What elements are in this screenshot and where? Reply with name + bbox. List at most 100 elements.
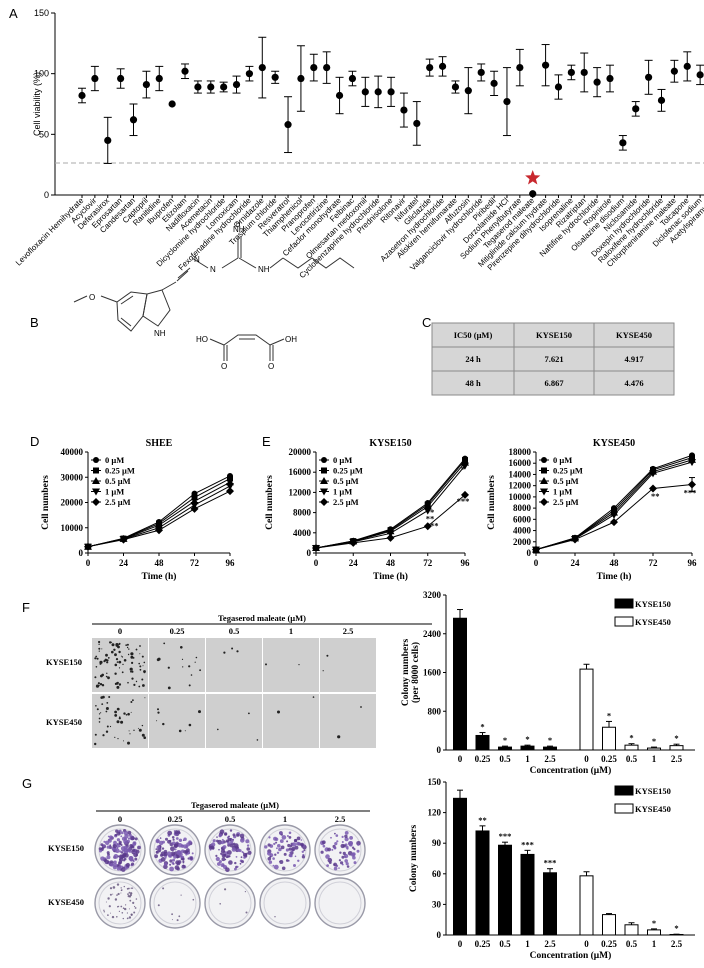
colony-dot: [288, 831, 292, 835]
colony-dot: [334, 832, 336, 835]
dose-label: 0.25: [170, 626, 185, 636]
colony-image: [206, 638, 262, 692]
growth-ytick-label: 8000: [513, 503, 532, 513]
colony-dot: [349, 836, 353, 840]
bar-xlabel: Concentration (μM): [530, 950, 612, 961]
growth-xlabel: Time (h): [142, 571, 177, 582]
row-label: KYSE450: [46, 717, 82, 727]
colony-dot: [236, 865, 239, 868]
colony-dot: [125, 904, 127, 906]
bar-xtick-label: 0.25: [475, 939, 491, 949]
bar-ytick-label: 0: [437, 745, 442, 755]
bar-xtick-label: 0.25: [475, 754, 491, 764]
colony-dot: [106, 702, 109, 704]
growth-xtick-label: 24: [349, 558, 359, 568]
colony-dot: [139, 645, 141, 647]
colony-dot: [106, 845, 110, 849]
colony-dot: [130, 711, 132, 713]
colony-dot: [98, 647, 101, 650]
legend-label: 0 μM: [553, 455, 572, 465]
colony-dot: [111, 643, 115, 647]
colony-dot: [105, 653, 108, 657]
colony-dot: [113, 863, 118, 868]
bar-kyse150: [453, 617, 467, 751]
plate-rim: [153, 881, 197, 925]
bar-kyse450: [624, 744, 639, 751]
significance-mark: ***: [544, 858, 557, 868]
colony-dot: [176, 919, 179, 922]
colony-dot: [120, 905, 123, 908]
colony-dot: [180, 646, 183, 649]
colony-dot: [139, 668, 142, 671]
colony-dot: [116, 866, 121, 871]
table-value-cell: 6.867: [544, 378, 564, 388]
bar-kyse150: [543, 746, 557, 751]
colony-dot: [135, 648, 138, 651]
marker-diamond: [532, 545, 540, 554]
colony-dot: [137, 845, 141, 850]
panel-b-chemical-structure: [73, 236, 355, 361]
colony-dot: [228, 835, 230, 838]
legend-label: KYSE150: [635, 786, 671, 796]
colony-dot: [121, 656, 124, 658]
colony-dot: [99, 849, 102, 853]
bar-xtick-label: 0.25: [601, 939, 617, 949]
colony-dot: [142, 665, 144, 667]
legend-label: 0.5 μM: [333, 476, 359, 486]
colony-dot: [334, 842, 338, 846]
colony-dot: [124, 907, 127, 911]
colony-dot: [117, 830, 120, 832]
colony-dot: [327, 847, 331, 852]
panel-f-colony-images: Tegaserod maleate (μM) 0 0.25 0.5 1 2.5 KYSE15…: [46, 613, 432, 748]
data-point: [194, 83, 202, 91]
colony-dot: [169, 863, 172, 866]
panel-a-ytick-label: 150: [34, 8, 49, 18]
data-point: [567, 68, 575, 77]
legend-label: 1 μM: [333, 487, 352, 497]
marker-inverted-triangle: [461, 462, 469, 470]
culture-plate: [259, 877, 311, 929]
growth-ytick-label: 4000: [293, 528, 312, 538]
colony-dot: [223, 832, 228, 836]
table-value-cell: 48 h: [465, 378, 481, 388]
colony-dot: [132, 901, 135, 905]
data-point: [413, 119, 421, 128]
colony-dot: [215, 856, 220, 862]
colony-dot: [120, 887, 122, 889]
colony-dot: [346, 865, 350, 868]
colony-dot: [94, 676, 97, 679]
colony-dot: [216, 839, 219, 843]
colony-dot: [353, 861, 357, 865]
treatment-label: Tegaserod maleate (μM): [191, 800, 279, 810]
significance-mark: *: [426, 501, 430, 511]
data-point: [220, 83, 228, 91]
marker-diamond: [540, 498, 548, 506]
atom-n-1: N: [210, 265, 216, 274]
growth-ytick-label: 0: [527, 548, 532, 558]
colony-dot: [188, 665, 191, 668]
growth-xtick-label: 24: [119, 558, 129, 568]
legend-label: 0.5 μM: [105, 476, 131, 486]
data-point: [91, 74, 99, 83]
colony-dot: [105, 730, 109, 733]
colony-dot: [155, 848, 158, 850]
colony-dot: [105, 659, 107, 661]
colony-dot: [95, 705, 97, 707]
bar-kyse450: [579, 668, 594, 751]
legend-swatch-kyse150: [614, 598, 634, 609]
data-point: [632, 105, 640, 113]
colony-dot: [122, 663, 124, 666]
colony-dot: [341, 835, 344, 839]
bar-xtick-label: 0: [458, 754, 463, 764]
colony-dot: [336, 840, 339, 843]
colony-dot: [178, 831, 181, 835]
colony-dot: [118, 831, 121, 834]
colony-dot: [296, 836, 301, 841]
colony-dot: [235, 856, 238, 858]
colony-dot: [120, 892, 122, 894]
colony-dot: [356, 849, 360, 853]
colony-dot: [134, 907, 137, 909]
colony-dot: [191, 852, 194, 855]
colony-dot: [176, 841, 179, 844]
colony-dot: [274, 853, 277, 856]
